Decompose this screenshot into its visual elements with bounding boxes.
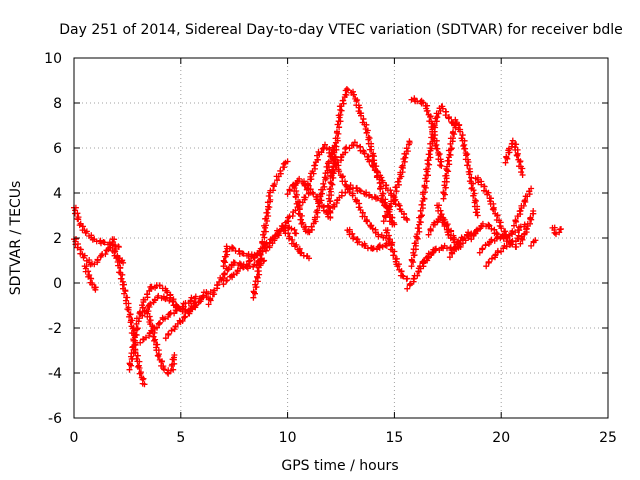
series-pass-20 <box>325 182 398 228</box>
point-markers <box>511 185 535 229</box>
x-tick-label: 15 <box>385 430 403 446</box>
point-markers <box>476 221 528 256</box>
series-pass-38 <box>517 208 537 247</box>
series-pass-40 <box>549 224 564 238</box>
series-pass-23 <box>382 227 411 282</box>
y-tick-label: 8 <box>53 96 62 112</box>
series-pass-14 <box>280 224 312 262</box>
point-markers <box>280 224 312 262</box>
point-markers <box>380 138 413 225</box>
x-tick-label: 20 <box>492 430 510 446</box>
series-pass-16 <box>291 142 338 236</box>
series-pass-5 <box>126 282 180 373</box>
y-tick-label: 2 <box>53 231 62 247</box>
series-pass-29 <box>434 202 458 246</box>
series-pass-13 <box>250 158 291 301</box>
axis-ticks: 0 5 10 15 20 25 -6 -4 -2 0 2 4 6 8 10 <box>44 51 617 446</box>
series-pass-3 <box>81 263 99 293</box>
point-markers <box>408 95 445 169</box>
point-markers <box>440 116 481 219</box>
y-axis-label: SDTVAR / TECUs <box>8 181 24 296</box>
point-markers <box>162 289 214 342</box>
series-pass-22 <box>380 138 413 225</box>
point-markers <box>408 103 458 270</box>
y-tick-label: -6 <box>48 411 62 427</box>
y-tick-label: -2 <box>48 321 62 337</box>
series-pass-36 <box>502 137 526 178</box>
x-tick-label: 10 <box>279 430 297 446</box>
series-pass-37 <box>511 185 535 229</box>
series-pass-33 <box>472 174 511 241</box>
data-points <box>71 86 564 388</box>
series-pass-25 <box>408 103 458 270</box>
point-markers <box>250 158 291 301</box>
point-markers <box>434 202 458 246</box>
x-tick-label: 0 <box>70 430 79 446</box>
point-markers <box>382 227 411 282</box>
y-tick-label: -4 <box>48 366 62 382</box>
x-tick-label: 5 <box>176 430 185 446</box>
x-tick-label: 25 <box>599 430 617 446</box>
series-pass-39 <box>528 237 539 249</box>
point-markers <box>502 137 526 178</box>
chart-title: Day 251 of 2014, Sidereal Day-to-day VTE… <box>59 22 623 38</box>
y-tick-label: 0 <box>53 276 62 292</box>
y-tick-label: 4 <box>53 186 62 202</box>
point-markers <box>325 182 398 228</box>
series-pass-26 <box>408 95 445 169</box>
series-pass-34 <box>476 221 528 256</box>
series-pass-9 <box>162 289 214 342</box>
y-tick-label: 10 <box>44 51 62 67</box>
point-markers <box>81 263 99 293</box>
point-markers <box>472 174 511 241</box>
y-tick-label: 6 <box>53 141 62 157</box>
x-axis-label: GPS time / hours <box>281 458 398 474</box>
point-markers <box>126 282 180 373</box>
series-pass-30 <box>440 116 481 219</box>
point-markers <box>549 224 564 238</box>
point-markers <box>528 237 539 249</box>
point-markers <box>517 208 537 247</box>
point-markers <box>291 142 338 236</box>
